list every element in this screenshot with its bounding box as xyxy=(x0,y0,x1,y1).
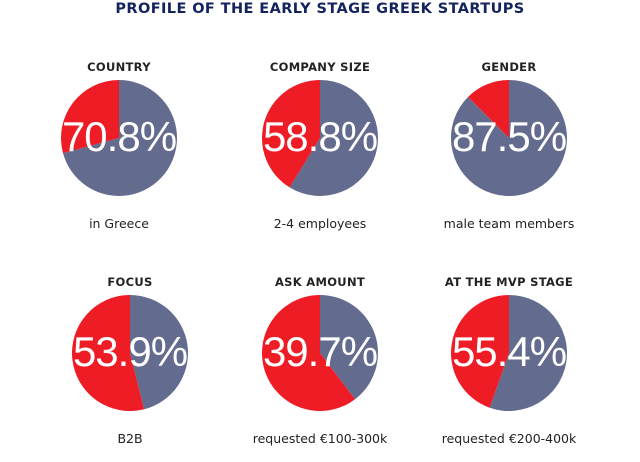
pie-svg xyxy=(61,80,177,196)
panel-heading: COMPANY SIZE xyxy=(269,60,371,74)
pie-slice-0 xyxy=(289,80,378,196)
pie-chart: 39.7% xyxy=(261,294,379,412)
pie-value-label: 55.4% xyxy=(451,328,567,375)
pie-svg xyxy=(262,295,378,411)
panel-caption: 2-4 employees xyxy=(273,216,367,231)
pie-chart: 53.9% xyxy=(71,294,189,412)
panel-caption: B2B xyxy=(117,431,143,446)
pie-slice-1 xyxy=(262,80,320,188)
pie-chart: 55.4% xyxy=(450,294,568,412)
pie-chart: 70.8% xyxy=(60,79,178,197)
pie-slice-1 xyxy=(262,295,355,411)
panel-heading: AT THE MVP STAGE xyxy=(444,275,574,289)
pie-chart: 87.5% xyxy=(450,79,568,197)
panel-caption: male team members xyxy=(443,216,575,231)
panel-heading: ASK AMOUNT xyxy=(274,275,366,289)
pie-svg xyxy=(451,80,567,196)
pie-chart: 58.8% xyxy=(261,79,379,197)
page-title: PROFILE OF THE EARLY STAGE GREEK STARTUP… xyxy=(115,1,525,17)
pie-slice-0 xyxy=(489,295,567,411)
pie-value-label: 39.7% xyxy=(262,328,378,375)
pie-svg xyxy=(451,295,567,411)
pie-slice-0 xyxy=(130,295,188,410)
panel-caption: in Greece xyxy=(89,216,149,231)
pie-value-label: 53.9% xyxy=(72,328,188,375)
panel-heading: COUNTRY xyxy=(87,60,151,74)
panel-caption: requested €100-300k xyxy=(252,431,388,446)
pie-svg xyxy=(262,80,378,196)
pie-slice-1 xyxy=(467,80,509,138)
pie-value-label: 87.5% xyxy=(451,113,567,160)
panel-caption: requested €200-400k xyxy=(441,431,577,446)
pie-slice-1 xyxy=(451,295,509,408)
pie-value-label: 70.8% xyxy=(61,113,177,160)
panel-heading: GENDER xyxy=(481,60,537,74)
pie-slice-0 xyxy=(320,295,378,400)
pie-slice-0 xyxy=(63,80,177,196)
pie-svg xyxy=(72,295,188,411)
pie-value-label: 58.8% xyxy=(262,113,378,160)
pie-slice-1 xyxy=(61,80,119,154)
pie-slice-1 xyxy=(72,295,145,411)
panel-heading: FOCUS xyxy=(107,275,153,289)
